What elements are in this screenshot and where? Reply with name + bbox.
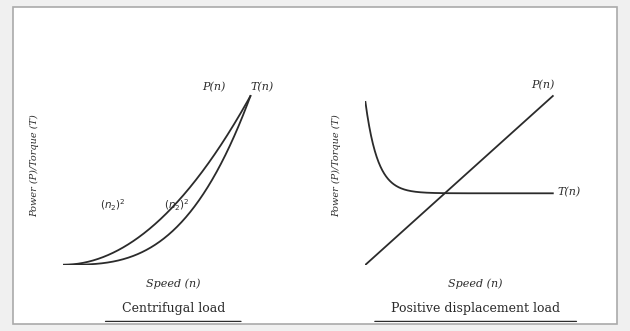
Text: Positive displacement load: Positive displacement load — [391, 303, 560, 315]
Text: $(n_2)^2$: $(n_2)^2$ — [164, 198, 190, 213]
Text: Speed (n): Speed (n) — [449, 278, 503, 289]
Text: $(n_2)^2$: $(n_2)^2$ — [101, 198, 126, 213]
Text: P(n): P(n) — [530, 80, 554, 90]
Text: Speed (n): Speed (n) — [146, 278, 200, 289]
Text: T(n): T(n) — [250, 82, 273, 92]
Text: P(n): P(n) — [202, 82, 226, 92]
Text: Power (P)/Torque (T): Power (P)/Torque (T) — [30, 114, 39, 217]
Text: Power (P)/Torque (T): Power (P)/Torque (T) — [332, 114, 341, 217]
Text: Centrifugal load: Centrifugal load — [122, 303, 225, 315]
Text: T(n): T(n) — [558, 187, 580, 197]
FancyBboxPatch shape — [13, 7, 617, 324]
